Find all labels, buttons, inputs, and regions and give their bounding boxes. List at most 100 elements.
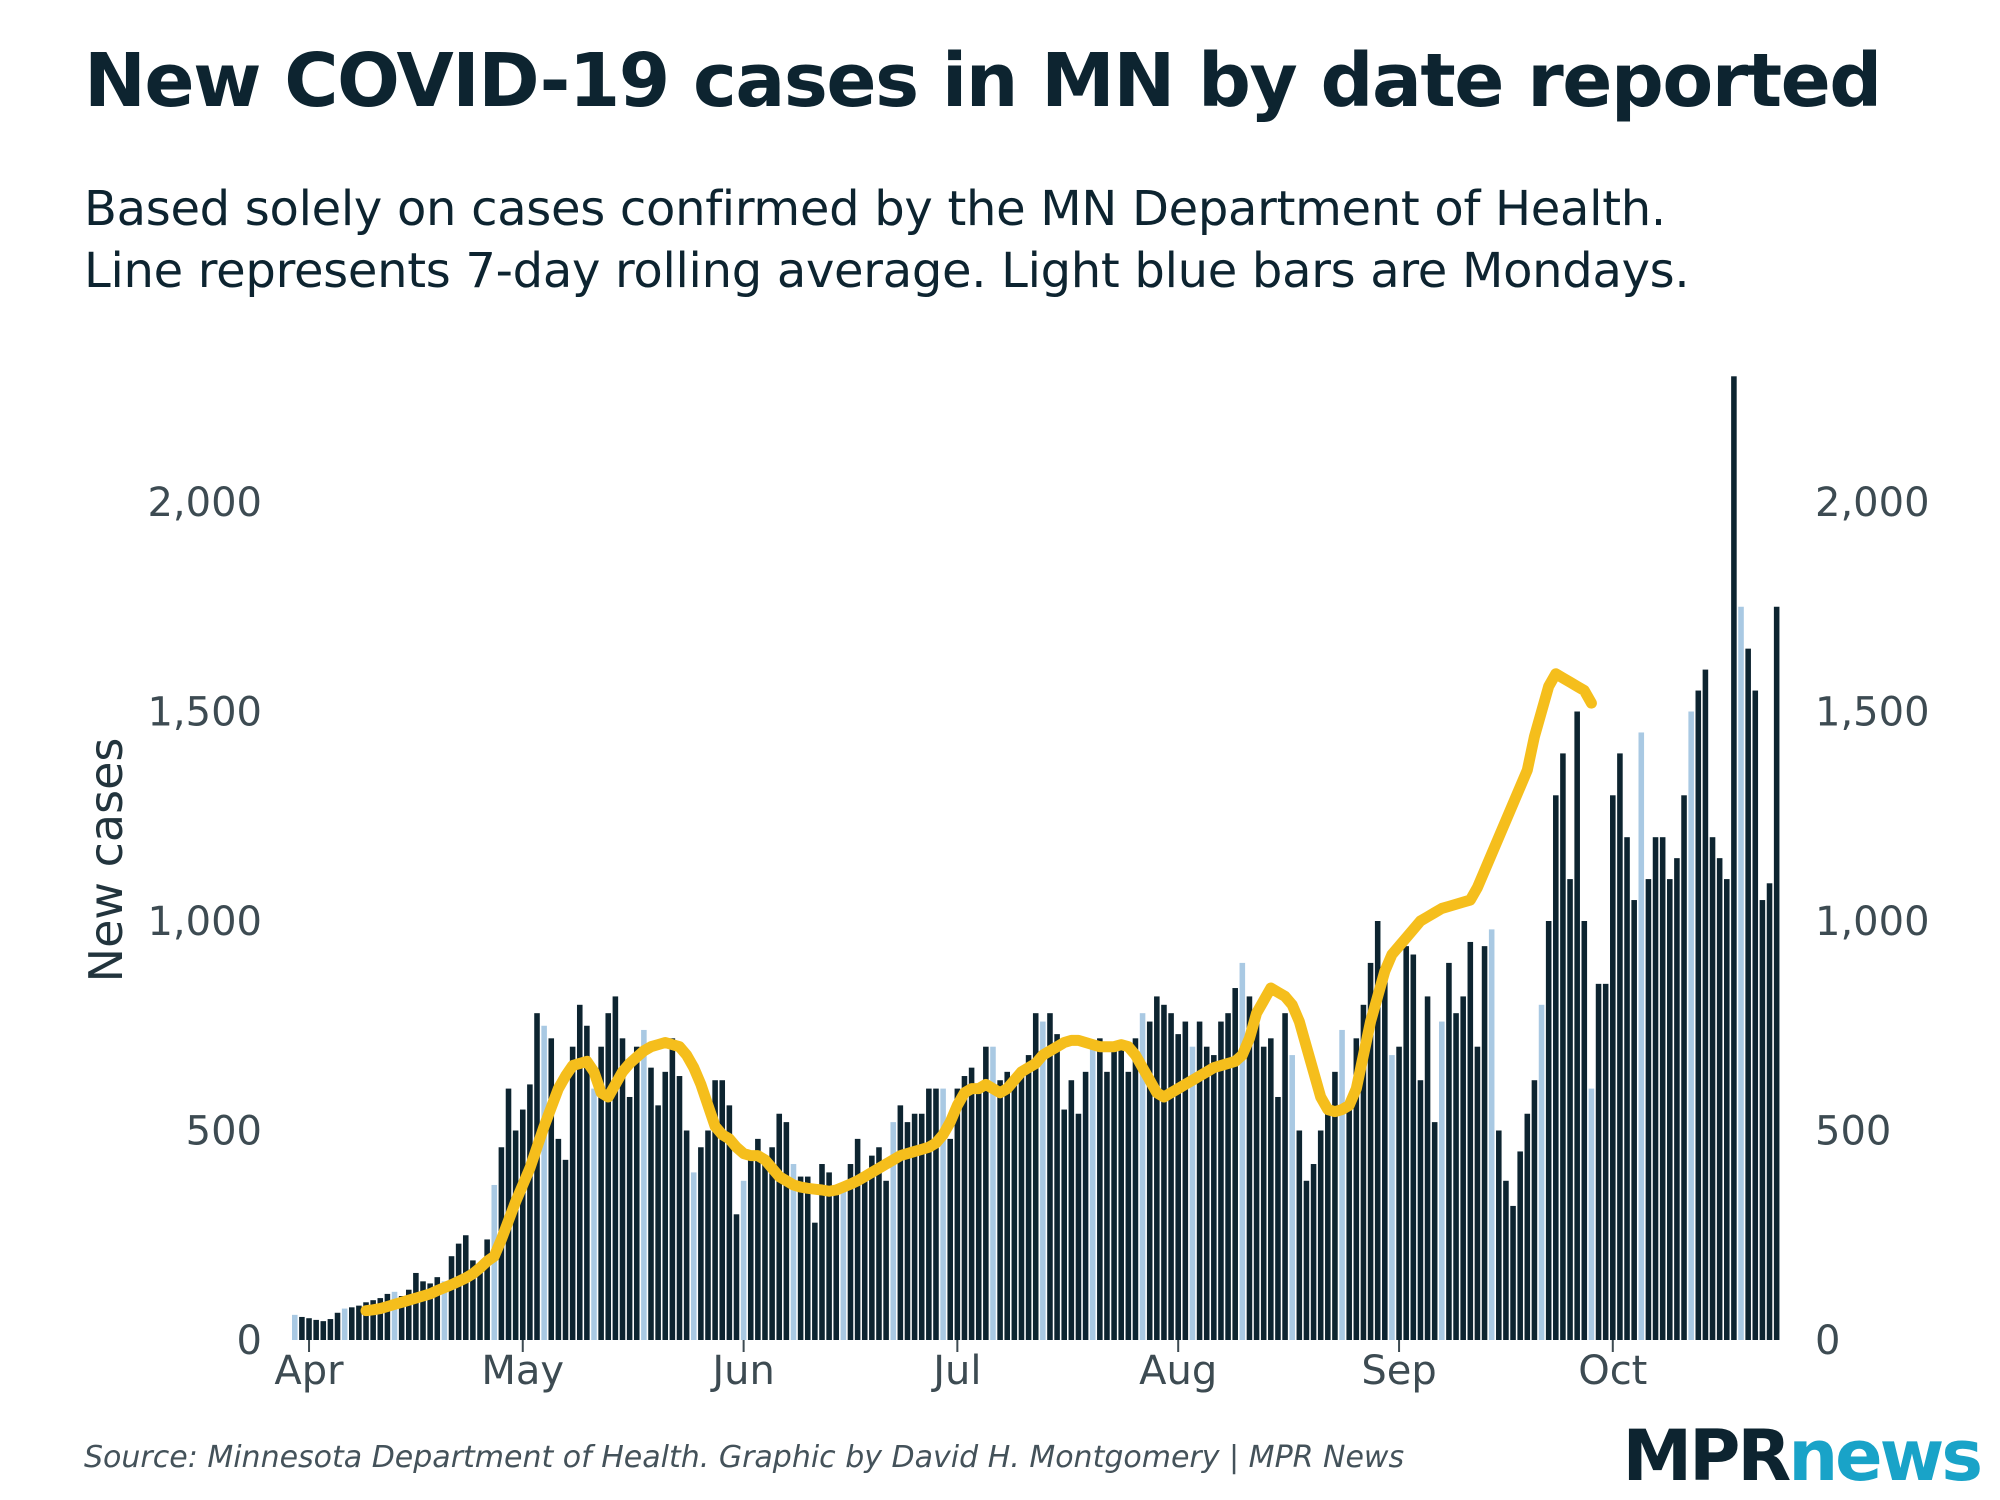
daily-bar (1203, 1046, 1210, 1340)
daily-bar (812, 1222, 818, 1340)
daily-bar (755, 1138, 761, 1340)
daily-bar (954, 1088, 961, 1340)
daily-bar (313, 1319, 319, 1340)
daily-bar (1032, 1013, 1039, 1340)
daily-bar (1047, 1013, 1053, 1340)
daily-bar (1367, 962, 1374, 1340)
daily-bar (833, 1189, 840, 1340)
daily-bar (484, 1239, 490, 1340)
monday-bar (641, 1029, 647, 1340)
monday-bar (1738, 606, 1744, 1340)
daily-bar (762, 1164, 768, 1340)
daily-bar (1510, 1205, 1516, 1340)
daily-bar (562, 1159, 569, 1340)
subtitle-line-2: Line represents 7-day rolling average. L… (84, 243, 1690, 299)
daily-bar (1709, 837, 1716, 1340)
daily-bar (1211, 1055, 1217, 1340)
daily-bar (933, 1088, 939, 1340)
daily-bar (512, 1130, 519, 1340)
daily-bar (576, 1004, 583, 1340)
daily-bar (1531, 1080, 1538, 1340)
daily-bar (975, 1084, 982, 1340)
daily-bar (356, 1305, 362, 1340)
daily-bar (1731, 376, 1737, 1340)
daily-bar (1246, 996, 1253, 1340)
daily-bar (804, 1176, 811, 1340)
axis-layer: New cases 0 0 500 500 1,000 1,000 1,500 1,500 2,… (79, 480, 1930, 1394)
y-tick-label-left: 500 (186, 1109, 262, 1155)
y-tick-label-right: 0 (1815, 1318, 1840, 1364)
daily-bar (669, 1038, 676, 1340)
daily-bar (1581, 921, 1588, 1340)
daily-bar (306, 1318, 312, 1340)
daily-bar (1766, 883, 1773, 1340)
daily-bar (648, 1067, 654, 1340)
daily-bar (1631, 900, 1637, 1340)
chart-subtitle: Based solely on cases confirmed by the M… (84, 178, 1690, 302)
daily-bar (1467, 941, 1474, 1340)
daily-bar (1453, 1013, 1459, 1340)
daily-bar (1225, 1013, 1231, 1340)
daily-bar (1610, 795, 1616, 1340)
daily-bar (726, 1105, 733, 1340)
monday-bar (940, 1088, 946, 1340)
daily-bar (1146, 1021, 1153, 1340)
daily-bar (1097, 1038, 1103, 1340)
daily-bar (683, 1130, 690, 1340)
daily-bar (861, 1180, 868, 1340)
monday-bar (1339, 1029, 1345, 1340)
monday-bar (591, 1088, 597, 1340)
daily-bar (1082, 1071, 1089, 1340)
chart-title: New COVID-19 cases in MN by date reporte… (84, 38, 1882, 124)
y-tick-label-right: 2,000 (1815, 480, 1930, 526)
y-axis-label: New cases (79, 738, 133, 983)
monday-bar (790, 1164, 797, 1340)
daily-bar (1574, 711, 1580, 1340)
daily-bar (1695, 690, 1702, 1340)
daily-bar (1382, 979, 1388, 1340)
monday-bar (391, 1291, 398, 1340)
monday-bar (1688, 711, 1694, 1340)
daily-bar (299, 1316, 305, 1340)
daily-bar (398, 1296, 405, 1340)
mpr-news-logo: MPRnews (1622, 1415, 1983, 1497)
daily-bar (854, 1138, 861, 1340)
monday-bar (1189, 1046, 1196, 1340)
daily-bar (676, 1076, 683, 1340)
logo-mpr: MPR (1622, 1415, 1791, 1497)
monday-bar (541, 1025, 547, 1340)
daily-bar (349, 1307, 355, 1340)
monday-bar (441, 1281, 448, 1340)
monday-bar (1538, 1004, 1545, 1340)
daily-bar (612, 996, 619, 1340)
daily-bar (1545, 921, 1552, 1340)
daily-bar (1460, 996, 1466, 1340)
rolling-average-line (360, 668, 1597, 1317)
y-tick-label-left: 2,000 (147, 480, 262, 526)
daily-bar (876, 1147, 882, 1340)
daily-bar (1260, 1046, 1267, 1340)
daily-bar (783, 1122, 790, 1340)
x-tick-label: Jul (930, 1348, 981, 1394)
x-tick-label: May (481, 1348, 564, 1394)
daily-bar (455, 1243, 462, 1340)
daily-bar (947, 1138, 953, 1340)
daily-bar (1602, 983, 1609, 1340)
daily-bar (655, 1105, 661, 1340)
daily-bar (1560, 753, 1566, 1340)
daily-bar (569, 1046, 576, 1340)
daily-bar (1232, 988, 1238, 1340)
daily-bar (626, 1096, 633, 1340)
daily-bar (1268, 1038, 1274, 1340)
daily-bar (462, 1235, 469, 1340)
daily-bar (1667, 879, 1673, 1340)
daily-bar (598, 1046, 604, 1340)
daily-bar (434, 1277, 441, 1340)
daily-bar (1716, 858, 1723, 1340)
daily-bar (1752, 690, 1759, 1340)
daily-bar (1645, 879, 1652, 1340)
daily-bar (1496, 1130, 1502, 1340)
daily-bar (869, 1155, 875, 1340)
daily-bar (534, 1013, 540, 1340)
daily-bar (961, 1076, 968, 1340)
